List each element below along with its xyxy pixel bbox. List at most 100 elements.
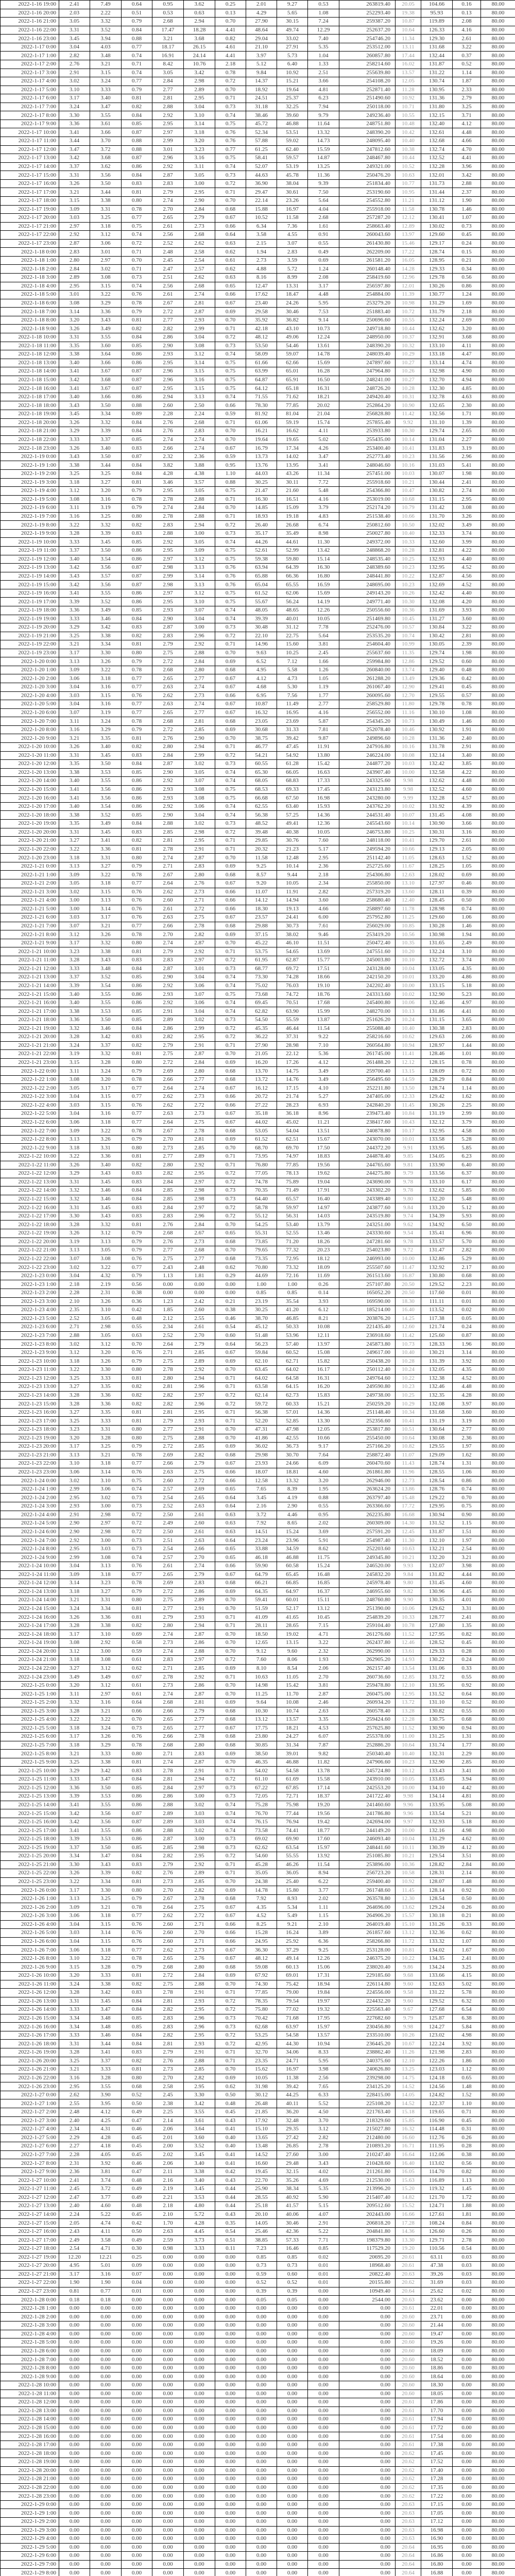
cell-value: 10.67	[395, 2039, 421, 2048]
cell-value: 0.86	[121, 597, 152, 606]
cell-value: 80.00	[480, 1570, 515, 1580]
cell-value: 2.61	[452, 836, 481, 845]
cell-value: 248390.20	[339, 341, 396, 351]
cell-value: 0.71	[215, 640, 246, 649]
cell-value: 0.00	[246, 2321, 277, 2330]
cell-value: 3.31	[59, 1996, 90, 2006]
cell-value: 2.91	[183, 2048, 215, 2057]
cell-value: 3.09	[183, 546, 215, 555]
table-row: 2022-1-18 14:00 3.41 3.67 0.87 2.96 3.15 0.75 6…	[0, 367, 515, 376]
cell-value: 0.00	[246, 2466, 277, 2476]
cell-value: 262905.20	[339, 1655, 396, 1665]
cell-value: 254987.40	[339, 1536, 396, 1545]
cell-value: 80.00	[480, 137, 515, 146]
cell-value: 10.16	[395, 742, 421, 752]
table-row: 2022-1-21 1:00 3.09 3.22 0.78 2.67 2.80 0.68 8.…	[0, 870, 515, 879]
cell-value: 131.68	[421, 42, 453, 52]
cell-value: 131.42	[421, 503, 453, 513]
cell-datetime: 2022-1-18 12:00	[0, 350, 59, 359]
cell-value: 0.85	[121, 119, 152, 129]
cell-value: 1.97	[452, 1442, 481, 1451]
cell-value: 16.66	[395, 2210, 421, 2219]
cell-value: 128.46	[421, 1049, 453, 1059]
cell-value: 80.00	[480, 1365, 515, 1375]
cell-value: 0.74	[121, 1553, 152, 1562]
cell-value: 130.90	[421, 1723, 453, 1733]
cell-value: 80.00	[480, 162, 515, 172]
cell-value: 255088.40	[339, 1024, 396, 1033]
cell-value: 2.76	[152, 1869, 184, 1878]
cell-value: 10.44	[395, 324, 421, 333]
cell-value: 0.00	[121, 2415, 152, 2424]
cell-value: 3.50	[90, 1843, 122, 1853]
cell-value: 0.68	[215, 1715, 246, 1724]
cell-value: 95.93	[421, 8, 453, 18]
cell-value: 0.09	[121, 2261, 152, 2270]
cell-value: 1.19	[307, 683, 339, 692]
cell-value: 0.42	[452, 674, 481, 683]
table-row: 2022-1-26 11:00 3.24 3.38 0.82 2.75 2.88 0.70 7…	[0, 1979, 515, 1989]
cell-value: 3.43	[90, 1211, 122, 1221]
cell-value: 54.60	[246, 1852, 277, 1861]
cell-value: 3.03	[59, 1100, 90, 1110]
cell-value: 8.25	[246, 1920, 277, 1929]
table-row: 2022-1-28 20:00 0.00 0.00 0.00 0.00 0.00 0.00 0…	[0, 2466, 515, 2476]
cell-value: 5.78	[452, 1988, 481, 1997]
cell-value: 4.71	[90, 2244, 122, 2253]
cell-value: 4.95	[246, 665, 277, 675]
cell-value: 0.00	[339, 2415, 396, 2424]
cell-value: 51.59	[246, 1604, 277, 1614]
cell-value: 3.13	[59, 657, 90, 666]
cell-value: 0.82	[121, 1041, 152, 1050]
cell-value: 0.36	[121, 1297, 152, 1307]
cell-value: 128.25	[421, 861, 453, 871]
cell-value: 6.34	[246, 222, 277, 231]
cell-value: 3.10	[90, 1306, 122, 1315]
cell-value: 3.45	[59, 410, 90, 419]
cell-datetime: 2022-1-22 18:00	[0, 1220, 59, 1229]
cell-value: 0.61	[121, 1689, 152, 1699]
cell-value: 0.33	[452, 1920, 481, 1929]
cell-value: 0.67	[215, 1911, 246, 1921]
cell-value: 2.62	[152, 1911, 184, 1921]
cell-value: 80.00	[480, 1988, 515, 1997]
cell-value: 254604.40	[339, 640, 396, 649]
table-row: 2022-1-17 10:00 3.41 3.66 0.87 2.97 3.18 0.76 5…	[0, 128, 515, 137]
cell-datetime: 2022-1-24 20:00	[0, 1647, 59, 1656]
cell-value: 11.00	[395, 1732, 421, 1741]
cell-value: 3.55	[90, 998, 122, 1008]
cell-value: 13.61	[395, 1647, 421, 1656]
cell-value: 3.08	[183, 785, 215, 794]
cell-value: 249321.00	[339, 162, 396, 172]
cell-value: 3.16	[183, 154, 215, 163]
cell-value: 0.00	[183, 2526, 215, 2535]
table-row: 2022-1-18 17:00 3.40 3.66 0.86 2.94 3.13 0.74 7…	[0, 392, 515, 402]
cell-value: 80.00	[480, 1493, 515, 1502]
cell-value: 129.52	[421, 1280, 453, 1289]
cell-value: 29.85	[246, 836, 277, 845]
cell-value: 0.00	[121, 2509, 152, 2518]
cell-value: 0.86	[121, 162, 152, 172]
cell-value: 2.79	[452, 94, 481, 103]
cell-value: 129.33	[421, 1647, 453, 1656]
cell-value: 2.40	[59, 2116, 90, 2126]
cell-value: 130.49	[421, 717, 453, 726]
cell-value: 0.74	[121, 68, 152, 78]
cell-value: 0.00	[246, 2329, 277, 2339]
table-row: 2022-1-22 6:00 3.06 3.18 0.77 2.64 2.75 0.67 44…	[0, 1117, 515, 1127]
cell-value: 2.95	[152, 546, 184, 555]
cell-value: 0.76	[215, 571, 246, 581]
cell-value: 13.74	[395, 665, 421, 675]
cell-value: 0.62	[452, 1928, 481, 1938]
cell-value: 2.72	[183, 904, 215, 914]
cell-value: 2.78	[183, 1732, 215, 1741]
cell-value: 0.00	[339, 2440, 396, 2450]
cell-value: 80.00	[480, 776, 515, 786]
cell-value: 0.82	[121, 1399, 152, 1409]
cell-datetime: 2022-1-27 15:00	[0, 2218, 59, 2228]
cell-value: 0.00	[215, 2406, 246, 2416]
cell-value: 10.11	[395, 1843, 421, 1853]
cell-datetime: 2022-1-29 7:00	[0, 2560, 59, 2569]
cell-value: 132.63	[421, 1979, 453, 1989]
cell-value: 254746.20	[339, 34, 396, 43]
